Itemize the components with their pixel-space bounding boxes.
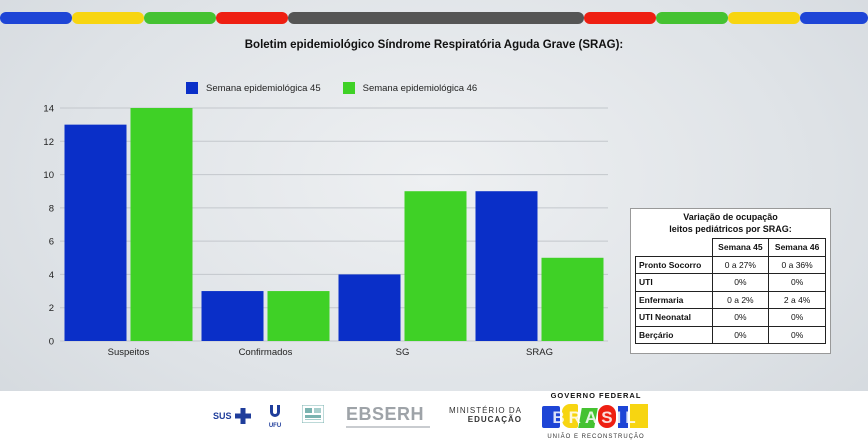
uniao-reconstrucao-text: UNIÃO E RECONSTRUÇÃO — [547, 434, 645, 440]
governo-federal-logo: GOVERNO FEDERAL BRASIL UNIÃO E RECONSTRU… — [540, 391, 652, 440]
y-tick-label: 0 — [49, 337, 54, 348]
chart-legend: Semana epidemiológica 45 Semana epidemio… — [186, 82, 499, 94]
legend-item-week-46: Semana epidemiológica 46 — [342, 82, 478, 94]
occupancy-table: Variação de ocupação leitos pediátricos … — [630, 208, 831, 354]
legend-label-week-46: Semana epidemiológica 46 — [362, 82, 478, 94]
row-label: UTI — [635, 273, 713, 292]
bar-week-46 — [130, 108, 193, 341]
sus-logo: SUS — [213, 408, 251, 424]
y-tick-label: 10 — [43, 170, 54, 181]
top-color-bar — [0, 12, 868, 24]
footer-logos: SUS UFU EBSERH MINISTÉRIO DA EDUCAÇÃO GO… — [0, 391, 868, 443]
ebserh-logo-text: EBSERH — [346, 404, 425, 424]
row-label: Enfermaria — [635, 290, 713, 309]
ufu-emblem-icon — [270, 405, 280, 417]
bar-week-45 — [338, 274, 401, 341]
table-row: UTI 0% 0% — [635, 273, 826, 292]
bar-week-46 — [541, 257, 604, 341]
bar-week-46 — [404, 191, 467, 341]
table-row: Berçário 0% 0% — [635, 325, 826, 344]
top-bar-segment — [144, 12, 216, 24]
row-value-w45: 0% — [711, 325, 770, 344]
top-bar-segment — [216, 12, 288, 24]
row-label: Pronto Socorro — [635, 255, 713, 274]
occupancy-header-week-45: Semana 45 — [711, 238, 770, 257]
legend-item-week-45: Semana epidemiológica 45 — [186, 82, 321, 94]
row-value-w45: 0% — [711, 273, 770, 292]
occupancy-grid: Semana 45 Semana 46 Pronto Socorro 0 a 2… — [635, 238, 826, 344]
legend-label-week-45: Semana epidemiológica 45 — [206, 82, 321, 94]
y-tick-label: 8 — [49, 203, 54, 214]
top-bar-segment — [288, 12, 584, 24]
row-value-w46: 0% — [768, 325, 826, 344]
top-bar-segment — [0, 12, 72, 24]
brasil-wordmark-text: BRASIL — [552, 408, 640, 427]
row-value-w46: 2 a 4% — [768, 290, 826, 309]
hospital-logo — [301, 404, 325, 428]
row-value-w46: 0% — [768, 308, 826, 327]
y-tick-label: 14 — [43, 104, 54, 115]
bar-week-45 — [475, 191, 538, 341]
row-label: UTI Neonatal — [635, 308, 713, 327]
occupancy-header-empty — [635, 238, 713, 257]
ministerio-line1: MINISTÉRIO DA — [448, 406, 522, 415]
bar-week-45 — [64, 124, 127, 342]
table-row: UTI Neonatal 0% 0% — [635, 308, 826, 327]
occupancy-title-line1: Variação de ocupação — [683, 212, 778, 222]
x-tick-label: Confirmados — [239, 347, 293, 358]
ufu-logo-text: UFU — [268, 423, 282, 429]
ufu-logo: UFU — [266, 404, 284, 429]
top-bar-segment — [72, 12, 144, 24]
bar-chart: 0 2 4 6 8 10 12 14 Suspeitos Confirmados SG SRAG — [43, 104, 608, 358]
y-tick-label: 12 — [43, 137, 54, 148]
row-value-w46: 0 a 36% — [768, 255, 826, 274]
ministerio-logo: MINISTÉRIO DA EDUCAÇÃO — [446, 406, 522, 424]
table-row: Pronto Socorro 0 a 27% 0 a 36% — [635, 255, 826, 274]
legend-swatch-week-45 — [186, 82, 198, 94]
top-bar-segment — [800, 12, 868, 24]
legend-swatch-week-46 — [342, 82, 355, 94]
ebserh-underline — [346, 426, 430, 428]
x-tick-label: Suspeitos — [108, 347, 150, 358]
sus-logo-text: SUS — [213, 411, 232, 421]
brasil-wordmark: BRASIL — [540, 402, 652, 432]
top-bar-segment — [728, 12, 800, 24]
hospital-emblem-icon — [301, 404, 325, 424]
row-value-w45: 0 a 27% — [711, 255, 770, 274]
x-tick-label: SG — [396, 347, 410, 358]
occupancy-header-week-46: Semana 46 — [768, 238, 826, 257]
row-value-w45: 0% — [711, 308, 770, 327]
occupancy-title-line2: leitos pediátricos por SRAG: — [669, 223, 792, 234]
sus-cross-icon — [234, 408, 251, 424]
top-bar-segment — [584, 12, 656, 24]
chart-title: Boletim epidemiológico Síndrome Respirat… — [244, 39, 624, 51]
occupancy-title: Variação de ocupação leitos pediátricos … — [635, 212, 826, 235]
table-row: Enfermaria 0 a 2% 2 a 4% — [635, 290, 826, 309]
top-bar-segment — [656, 12, 728, 24]
y-tick-label: 4 — [49, 270, 54, 281]
ministerio-line2: EDUCAÇÃO — [467, 415, 522, 424]
y-tick-label: 2 — [49, 303, 54, 314]
bar-week-45 — [201, 291, 264, 341]
ebserh-logo: EBSERH — [346, 404, 430, 428]
governo-federal-text: GOVERNO FEDERAL — [550, 391, 642, 400]
x-tick-label: SRAG — [526, 347, 553, 358]
row-value-w45: 0 a 2% — [711, 290, 770, 309]
y-tick-label: 6 — [49, 237, 54, 248]
row-label: Berçário — [635, 325, 713, 344]
bar-week-46 — [267, 291, 330, 341]
row-value-w46: 0% — [768, 273, 826, 292]
occupancy-header-row: Semana 45 Semana 46 — [635, 238, 826, 257]
